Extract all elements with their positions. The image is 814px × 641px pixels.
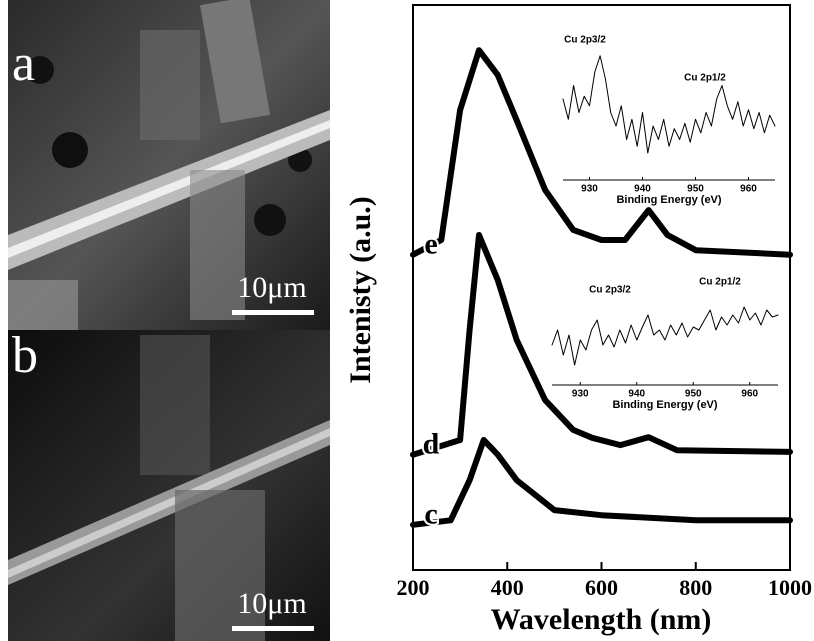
- x-axis-label: Wavelength (nm): [491, 603, 712, 636]
- x-tick-label: 400: [491, 575, 524, 600]
- x-tick-label: 1000: [768, 575, 812, 600]
- sem-image-b: [8, 330, 330, 641]
- x-tick-label: 940: [628, 389, 645, 400]
- annotation: Cu 2p1/2: [684, 73, 726, 84]
- x-tick-label: 600: [585, 575, 618, 600]
- curve-label: d: [423, 428, 440, 461]
- data-line: [410, 437, 793, 528]
- inset-x-label: Binding Energy (eV): [616, 194, 721, 206]
- x-tick-label: 200: [397, 575, 430, 600]
- x-tick-label: 930: [581, 184, 598, 195]
- x-tick-label: 940: [634, 184, 651, 195]
- curve-label: e: [424, 228, 437, 261]
- annotation: Cu 2p1/2: [699, 277, 741, 288]
- x-tick-label: 960: [741, 389, 758, 400]
- inset-x-label: Binding Energy (eV): [612, 399, 717, 411]
- x-tick-label: 950: [687, 184, 704, 195]
- panel-label: b: [12, 327, 38, 384]
- x-tick-label: 950: [685, 389, 702, 400]
- x-tick-label: 800: [679, 575, 712, 600]
- panel-label: a: [12, 35, 35, 92]
- scale-bar-label: 10μm: [237, 587, 306, 620]
- annotation: Cu 2p3/2: [564, 35, 606, 46]
- data-line: [562, 55, 776, 154]
- y-axis-label: Intenisty (a.u.): [344, 196, 377, 384]
- x-tick-label: 960: [740, 184, 757, 195]
- scale-bar-label: 10μm: [237, 271, 306, 304]
- scale-bar: [232, 626, 314, 631]
- data-line: [551, 306, 779, 366]
- data-line: [410, 47, 793, 258]
- annotation: Cu 2p3/2: [589, 285, 631, 296]
- x-tick-label: 930: [572, 389, 589, 400]
- curve-label: c: [424, 498, 437, 531]
- sem-image-a: [8, 0, 330, 330]
- data-line: [410, 232, 793, 458]
- scale-bar: [232, 310, 314, 315]
